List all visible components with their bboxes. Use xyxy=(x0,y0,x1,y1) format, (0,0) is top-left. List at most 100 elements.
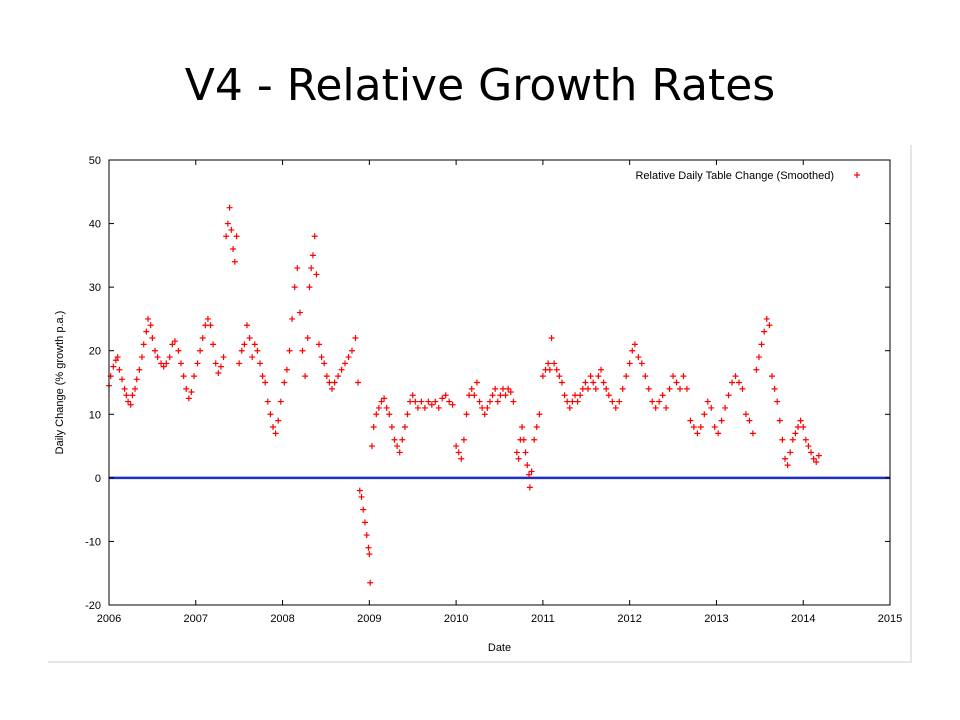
data-point xyxy=(531,436,538,443)
data-point xyxy=(308,265,315,272)
data-point xyxy=(166,354,173,361)
data-point xyxy=(256,360,263,367)
data-point xyxy=(367,579,374,586)
data-point xyxy=(616,398,623,405)
x-tick-label: 2009 xyxy=(357,613,381,625)
data-point xyxy=(160,363,167,370)
data-point xyxy=(286,347,293,354)
data-point xyxy=(270,424,277,430)
data-point xyxy=(254,347,261,354)
data-point xyxy=(326,379,333,386)
data-point xyxy=(497,392,504,399)
data-point xyxy=(231,258,238,265)
data-point xyxy=(753,366,760,373)
data-point xyxy=(522,449,529,456)
data-point xyxy=(666,385,673,392)
data-point xyxy=(289,315,296,322)
data-point xyxy=(473,379,480,386)
data-point xyxy=(296,309,303,316)
data-point xyxy=(356,487,363,494)
data-point xyxy=(603,385,610,392)
plot-border xyxy=(108,159,891,606)
data-point xyxy=(378,398,385,405)
data-point xyxy=(204,315,211,322)
data-point xyxy=(259,373,266,380)
data-point xyxy=(761,328,768,335)
data-point xyxy=(548,335,555,341)
data-point xyxy=(626,360,633,367)
data-point xyxy=(577,392,584,399)
data-point xyxy=(215,369,222,376)
data-point xyxy=(316,341,323,348)
data-point xyxy=(404,411,411,418)
data-point xyxy=(212,360,219,367)
data-point xyxy=(418,398,425,405)
data-point xyxy=(194,360,201,367)
data-point xyxy=(171,338,178,345)
data-point xyxy=(220,354,227,361)
x-tick-label: 2012 xyxy=(617,613,641,625)
data-point xyxy=(787,449,794,456)
data-point xyxy=(183,385,190,392)
data-point xyxy=(558,379,565,386)
data-point xyxy=(536,411,543,418)
data-point xyxy=(526,471,533,478)
data-point xyxy=(755,354,762,361)
data-point xyxy=(690,424,697,430)
data-point xyxy=(197,347,204,354)
data-point xyxy=(520,436,527,443)
data-point xyxy=(352,335,359,341)
y-tick-label: 0 xyxy=(95,473,101,485)
data-point xyxy=(442,392,449,399)
data-point xyxy=(805,443,812,450)
data-point xyxy=(722,404,729,411)
data-point xyxy=(638,360,645,367)
data-point xyxy=(348,347,355,354)
data-point xyxy=(355,379,362,386)
data-point xyxy=(683,385,690,392)
data-point xyxy=(612,404,619,411)
data-point xyxy=(386,411,393,418)
data-point xyxy=(492,385,499,392)
data-point xyxy=(358,493,365,500)
data-point xyxy=(363,532,370,539)
data-point xyxy=(600,379,607,386)
data-point xyxy=(432,398,439,405)
data-point xyxy=(428,401,435,408)
data-point xyxy=(725,392,732,399)
data-point xyxy=(191,373,198,380)
data-point xyxy=(243,322,250,329)
data-point xyxy=(697,424,704,430)
data-point xyxy=(779,436,786,443)
data-point xyxy=(360,506,367,513)
data-point xyxy=(507,389,514,396)
slide-title: V4 - Relative Growth Rates xyxy=(184,60,776,111)
data-point xyxy=(598,366,605,373)
data-point xyxy=(813,458,820,465)
data-point xyxy=(116,366,123,373)
data-point xyxy=(264,398,271,405)
data-point xyxy=(561,392,568,399)
data-point xyxy=(736,379,743,386)
data-point xyxy=(545,360,552,367)
x-tick-label: 2008 xyxy=(270,613,294,625)
data-point xyxy=(414,404,421,411)
data-point xyxy=(579,385,586,392)
data-point xyxy=(435,404,442,411)
data-point xyxy=(138,354,145,361)
data-point xyxy=(311,233,318,240)
x-tick-label: 2007 xyxy=(184,613,208,625)
y-tick-label: 10 xyxy=(89,409,101,421)
data-point xyxy=(571,392,578,399)
data-point xyxy=(132,385,139,392)
data-point xyxy=(797,417,804,424)
data-point xyxy=(226,204,233,211)
y-tick-label: -10 xyxy=(85,536,101,548)
data-point xyxy=(458,455,465,462)
data-point xyxy=(595,373,602,380)
data-point xyxy=(365,544,372,551)
data-point xyxy=(590,379,597,386)
data-point xyxy=(246,335,253,341)
data-point xyxy=(466,392,473,399)
data-point xyxy=(136,366,143,373)
